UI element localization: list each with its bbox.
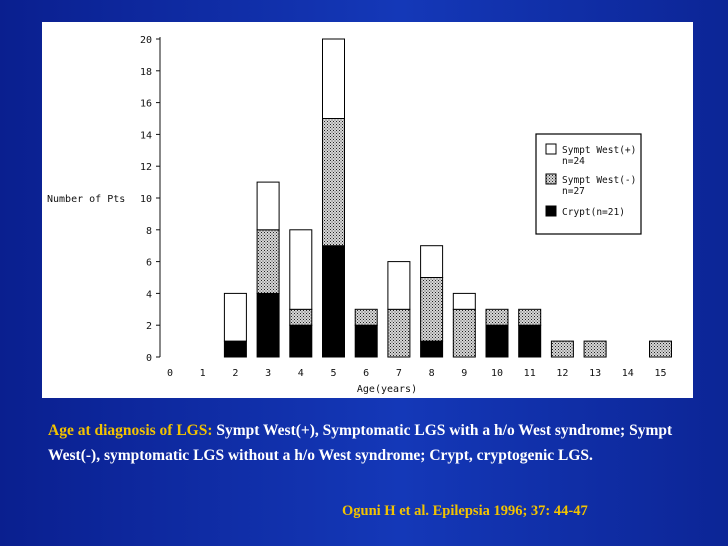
- y-tick-label: 16: [140, 99, 152, 110]
- bar-segment: [289, 229, 313, 310]
- bar-segment: [354, 324, 378, 358]
- caption-body: Sympt West(+), Symptomatic LGS with a h/…: [48, 422, 673, 464]
- bar-segment: [420, 340, 444, 358]
- x-tick-label: 12: [556, 368, 568, 379]
- bar-segment: [322, 118, 345, 247]
- x-tick-label: 2: [232, 368, 238, 379]
- legend-swatch: [545, 205, 557, 217]
- bar-segment: [485, 308, 509, 326]
- bar-segment: [420, 245, 444, 278]
- y-tick-label: 0: [146, 353, 152, 364]
- x-tick-label: 8: [429, 368, 435, 379]
- y-tick-label: 20: [140, 35, 152, 46]
- x-axis-label: Age(years): [357, 384, 417, 395]
- y-tick-label: 6: [146, 258, 152, 269]
- bar-segment: [518, 324, 542, 358]
- legend-label: Crypt(n=21): [562, 207, 625, 218]
- x-tick-label: 6: [363, 368, 369, 379]
- bar-segment: [223, 340, 247, 358]
- bar-segment: [256, 181, 280, 231]
- y-axis: 0 2 4 6 8 10 12 14 16 18 20: [140, 35, 161, 364]
- bar-segment: [289, 308, 313, 326]
- chart-panel: 0 2 4 6 8 10 12 14 16 18 20 0 1 2 3 4 5 6 7 8 9 10 11 12 13 14 15…: [42, 22, 693, 398]
- bar-segment: [518, 308, 542, 326]
- x-tick-label: 10: [491, 368, 503, 379]
- x-tick-label: 13: [589, 368, 601, 379]
- bar-segment: [256, 292, 280, 358]
- x-tick-label: 5: [330, 368, 336, 379]
- x-tick-label: 3: [265, 368, 271, 379]
- y-tick-label: 14: [140, 130, 152, 141]
- x-tick-label: 14: [622, 368, 634, 379]
- y-tick-label: 2: [146, 321, 152, 332]
- x-tick-label: 15: [654, 368, 666, 379]
- x-axis: 0 1 2 3 4 5 6 7 8 9 10 11 12 13 14 15: [167, 368, 667, 379]
- y-tick-label: 12: [140, 162, 152, 173]
- caption: Age at diagnosis of LGS: Sympt West(+), …: [48, 418, 688, 468]
- y-tick-label: 8: [146, 226, 152, 237]
- y-tick-label: 18: [140, 67, 152, 78]
- bar-segment: [256, 229, 280, 294]
- bar-segment: [289, 324, 313, 358]
- legend-label: n=27: [562, 186, 585, 197]
- bar-segment: [452, 308, 476, 358]
- bar-segment: [354, 308, 378, 326]
- legend-label: Sympt West(-): [562, 175, 636, 186]
- x-tick-label: 9: [461, 368, 467, 379]
- bar-segment: [387, 261, 411, 310]
- bar-segment: [420, 277, 444, 342]
- legend-swatch: [545, 173, 557, 185]
- bar-segment: [583, 340, 607, 358]
- y-tick-label: 4: [146, 289, 152, 300]
- citation: Oguni H et al. Epilepsia 1996; 37: 44-47: [342, 503, 588, 519]
- bar-segment: [452, 292, 476, 310]
- bar-segment: [550, 340, 574, 358]
- bar-segment: [485, 324, 509, 358]
- bars: [223, 38, 672, 358]
- bar-segment: [387, 308, 411, 358]
- x-tick-label: 11: [524, 368, 536, 379]
- bar-segment: [649, 340, 672, 358]
- x-tick-label: 4: [298, 368, 304, 379]
- legend-swatch: [545, 143, 557, 155]
- caption-lead: Age at diagnosis of LGS:: [48, 422, 213, 439]
- x-tick-label: 0: [167, 368, 173, 379]
- legend: Sympt West(+)n=24 Sympt West(-)n=27 Crypt(…: [535, 133, 642, 235]
- y-axis-label: Number of Pts: [47, 194, 125, 205]
- legend-label: n=24: [562, 156, 585, 167]
- x-tick-label: 7: [396, 368, 402, 379]
- bar-segment: [322, 38, 345, 119]
- y-tick-label: 10: [140, 194, 152, 205]
- legend-label: Sympt West(+): [562, 145, 636, 156]
- bar-segment: [322, 245, 345, 358]
- x-tick-label: 1: [200, 368, 206, 379]
- bar-segment: [223, 292, 247, 342]
